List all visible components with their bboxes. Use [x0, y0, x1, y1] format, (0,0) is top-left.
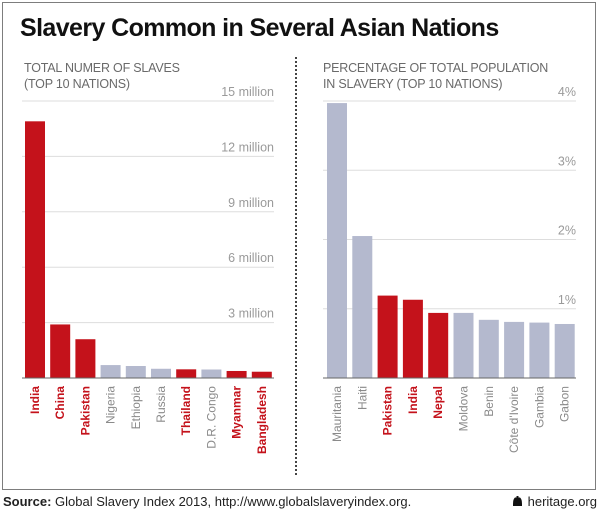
left-chart-subtitle: TOTAL NUMER OF SLAVES (TOP 10 NATIONS): [24, 60, 180, 92]
left-bar: [100, 365, 121, 378]
brand[interactable]: heritage.org: [512, 494, 597, 509]
chart-frame: [2, 2, 596, 490]
left-bar: [25, 121, 45, 379]
left-category-label: Bangladesh: [255, 386, 269, 454]
right-category-label: Pakistan: [381, 386, 395, 435]
left-tick-label: 3 million: [228, 307, 274, 321]
left-bar: [201, 369, 222, 378]
right-bar: [453, 312, 474, 378]
left-bar: [176, 369, 197, 378]
right-category-label: Mauritania: [330, 386, 344, 442]
left-category-label: Thailand: [179, 386, 193, 435]
right-bar: [377, 295, 398, 378]
left-category-label: India: [28, 386, 42, 414]
left-category-label: Nigeria: [104, 386, 118, 424]
right-bar: [504, 321, 525, 378]
left-bar: [251, 371, 272, 378]
left-category-label: Russia: [154, 386, 168, 423]
left-category-label: Pakistan: [78, 386, 92, 435]
right-tick-label: 1%: [558, 293, 576, 307]
right-tick-label: 3%: [558, 154, 576, 168]
left-subtitle-line1: TOTAL NUMER OF SLAVES: [24, 61, 180, 75]
right-bar: [554, 323, 575, 378]
brand-text: heritage.org: [527, 494, 597, 509]
left-category-label: Myanmar: [230, 386, 244, 439]
left-tick-label: 9 million: [228, 196, 274, 210]
right-category-label: Gabon: [558, 386, 572, 422]
left-bar: [50, 324, 71, 378]
left-tick-label: 6 million: [228, 251, 274, 265]
left-tick-label: 15 million: [221, 85, 274, 99]
right-bar: [529, 322, 550, 378]
right-subtitle-line2: IN SLAVERY (TOP 10 NATIONS): [323, 77, 503, 91]
left-tick-label: 12 million: [221, 140, 274, 154]
right-category-label: Nepal: [431, 386, 445, 419]
left-category-label: D.R. Congo: [204, 386, 218, 449]
left-category-label: Ethiopia: [129, 386, 143, 430]
right-bar: [402, 299, 423, 378]
right-chart-subtitle: PERCENTAGE OF TOTAL POPULATION IN SLAVER…: [323, 60, 548, 92]
right-category-label: India: [406, 386, 420, 414]
right-category-label: Haiti: [355, 386, 369, 410]
source-note: Source: Global Slavery Index 2013, http:…: [3, 494, 411, 509]
left-bar: [75, 339, 96, 378]
source-label: Source:: [3, 494, 52, 509]
right-category-label: Benin: [482, 386, 496, 417]
left-bar: [125, 365, 146, 378]
right-bar: [352, 236, 373, 378]
left-category-label: China: [53, 386, 67, 420]
left-bar: [151, 368, 171, 378]
right-subtitle-line1: PERCENTAGE OF TOTAL POPULATION: [323, 61, 549, 75]
right-bar: [327, 103, 347, 378]
right-category-label: Moldova: [457, 386, 471, 432]
bell-icon: [512, 496, 522, 506]
source-text: Global Slavery Index 2013, http://www.gl…: [51, 494, 412, 509]
right-tick-label: 4%: [558, 85, 576, 99]
panel-divider: [295, 57, 297, 475]
right-bar: [478, 319, 499, 378]
right-bar: [428, 312, 449, 378]
chart-title: Slavery Common in Several Asian Nations: [20, 14, 499, 42]
left-subtitle-line2: (TOP 10 NATIONS): [24, 77, 130, 91]
left-bar: [226, 370, 247, 378]
right-category-label: Côte d'Ivoire: [507, 386, 521, 453]
right-tick-label: 2%: [558, 224, 576, 238]
right-category-label: Gambia: [532, 386, 546, 428]
